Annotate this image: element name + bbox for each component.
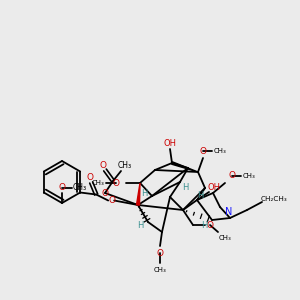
Text: H: H xyxy=(137,220,143,230)
Text: O: O xyxy=(109,196,116,205)
Text: H: H xyxy=(141,188,147,197)
Polygon shape xyxy=(172,162,198,172)
Text: H: H xyxy=(182,184,188,193)
Text: CH₃: CH₃ xyxy=(118,161,132,170)
Text: CH₂CH₃: CH₂CH₃ xyxy=(261,196,287,202)
Text: OH: OH xyxy=(208,182,220,191)
Text: O: O xyxy=(100,160,106,169)
Text: O: O xyxy=(112,178,119,188)
Text: O: O xyxy=(101,188,109,197)
Text: CH₃: CH₃ xyxy=(92,180,104,186)
Text: CH₃: CH₃ xyxy=(214,148,226,154)
Text: OH: OH xyxy=(164,139,176,148)
Text: N: N xyxy=(225,207,233,217)
Text: O: O xyxy=(229,172,236,181)
Text: O: O xyxy=(58,184,65,193)
Text: O: O xyxy=(157,248,164,257)
Text: H: H xyxy=(201,220,207,230)
Text: CH₃: CH₃ xyxy=(219,235,231,241)
Text: O: O xyxy=(200,146,206,155)
Polygon shape xyxy=(136,183,140,205)
Text: CH₃: CH₃ xyxy=(243,173,255,179)
Text: O: O xyxy=(206,220,214,230)
Text: O: O xyxy=(87,173,94,182)
Text: H: H xyxy=(197,191,203,200)
Text: CH₃: CH₃ xyxy=(154,267,166,273)
Text: CH₃: CH₃ xyxy=(73,184,87,193)
